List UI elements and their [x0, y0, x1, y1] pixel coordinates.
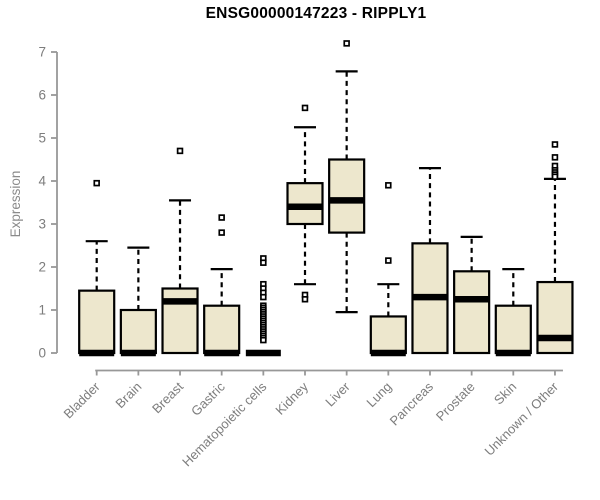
iqr-box	[369, 315, 407, 355]
boxplot-lung	[369, 182, 407, 357]
boxplot-unknown-other	[536, 141, 574, 355]
outlier-point	[301, 296, 309, 303]
y-tick-label: 1	[38, 303, 46, 318]
boxplot-brain	[119, 246, 157, 357]
y-tick-label: 3	[38, 217, 46, 232]
outlier-point	[218, 229, 225, 236]
x-tick-label: Prostate	[433, 379, 478, 424]
iqr-box	[536, 280, 574, 355]
x-tick-label: Gastric	[188, 379, 228, 419]
x-tick-label: Lung	[363, 379, 394, 410]
boxplot-breast	[161, 147, 199, 355]
boxplot-prostate	[453, 235, 491, 355]
outlier-point	[260, 336, 267, 344]
y-tick-label: 6	[38, 88, 46, 103]
iqr-box	[203, 304, 241, 355]
x-tick-label: Bladder	[61, 379, 104, 422]
boxplot-hematopoietic-cells	[245, 255, 281, 357]
y-tick-label: 4	[38, 174, 46, 189]
iqr-box	[119, 308, 157, 355]
x-tick-label: Breast	[149, 379, 186, 416]
x-tick-label: Pancreas	[387, 379, 437, 429]
x-tick-label: Unknown / Other	[481, 379, 561, 459]
outlier-point	[93, 179, 100, 187]
boxplot-skin	[494, 268, 532, 357]
iqr-box	[453, 270, 491, 355]
outlier-point	[301, 104, 309, 112]
x-tick-label: Liver	[322, 379, 353, 410]
boxplot-kidney	[286, 104, 324, 303]
chart-title: ENSG00000147223 - RIPPLY1	[205, 5, 427, 22]
outlier-point	[551, 154, 559, 161]
boxplot-pancreas	[411, 167, 449, 355]
y-tick-label: 5	[38, 131, 46, 146]
outlier-point	[260, 259, 267, 266]
outlier-point	[551, 141, 559, 148]
outlier-point	[260, 293, 267, 301]
y-tick-label: 0	[38, 346, 46, 361]
iqr-box	[494, 304, 532, 355]
boxplot-bladder	[78, 179, 116, 357]
boxplot-gastric	[203, 214, 241, 357]
y-tick-label: 2	[38, 260, 46, 275]
outlier-point	[176, 147, 184, 155]
iqr-box	[328, 158, 366, 234]
x-tick-label: Brain	[112, 379, 144, 411]
x-tick-label: Skin	[491, 379, 519, 407]
y-tick-label: 7	[38, 45, 46, 60]
outlier-point	[385, 257, 392, 264]
x-tick-label: Kidney	[272, 379, 311, 418]
outlier-point	[343, 40, 350, 47]
outlier-point	[218, 214, 225, 221]
outlier-point	[385, 182, 392, 189]
outlier-point	[551, 173, 559, 180]
iqr-box	[78, 289, 116, 355]
boxplot-liver	[328, 40, 366, 314]
